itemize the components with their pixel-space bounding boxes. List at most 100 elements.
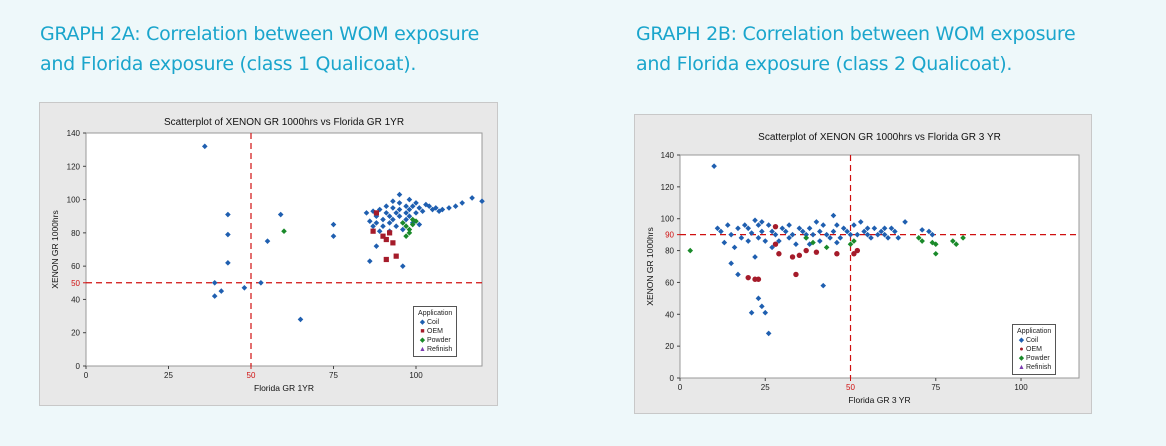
x-tick-label: 0 <box>678 383 683 392</box>
point-powder <box>851 238 857 244</box>
point-oem <box>772 241 779 247</box>
graph-2b-title-line1: GRAPH 2B: Correlation between WOM exposu… <box>636 23 1076 45</box>
point-coil <box>724 222 731 228</box>
legend-label-coil: Coil <box>427 319 440 326</box>
point-coil <box>861 228 867 235</box>
point-oem <box>851 251 857 257</box>
point-coil <box>820 282 827 289</box>
point-powder <box>803 235 809 241</box>
point-coil <box>817 228 823 235</box>
point-coil <box>817 238 823 244</box>
point-coil <box>225 231 231 238</box>
point-coil <box>895 235 902 241</box>
x-tick-label: 100 <box>409 371 423 380</box>
point-oem <box>755 276 762 282</box>
y-tick-label: 140 <box>661 151 675 160</box>
point-coil <box>844 228 850 235</box>
point-coil <box>436 208 442 215</box>
point-coil <box>419 208 426 215</box>
point-coil <box>396 200 403 206</box>
point-powder <box>400 220 406 226</box>
y-tick-label: 50 <box>71 279 80 288</box>
point-coil <box>769 244 775 251</box>
point-oem <box>393 253 399 259</box>
point-coil <box>786 235 792 241</box>
point-coil <box>813 219 820 225</box>
x-tick-label: 50 <box>247 371 256 380</box>
point-oem <box>383 256 389 263</box>
y-tick-label: 40 <box>71 295 80 304</box>
point-coil <box>738 235 745 241</box>
legend-item-refinish: ▲Refinish <box>1018 364 1052 371</box>
y-tick-label: 40 <box>665 310 674 319</box>
point-coil <box>834 239 840 246</box>
point-coil <box>762 238 769 244</box>
point-coil <box>413 210 419 216</box>
point-coil <box>864 231 871 238</box>
graph-2b-title-line2: and Florida exposure (class 2 Qualicoat)… <box>636 53 1013 75</box>
y-tick-label: 140 <box>67 129 81 138</box>
point-coil <box>479 198 485 205</box>
point-coil <box>786 222 792 228</box>
point-oem <box>813 249 820 255</box>
legend-title: Application <box>1017 328 1052 335</box>
point-coil <box>225 260 231 266</box>
point-oem <box>387 230 393 236</box>
point-coil <box>728 260 734 267</box>
y-tick-label: 60 <box>71 262 80 271</box>
point-coil <box>390 198 396 205</box>
point-coil <box>840 225 847 232</box>
point-coil <box>755 295 762 302</box>
point-coil <box>416 205 423 211</box>
point-coil <box>769 228 775 235</box>
point-coil <box>755 235 762 241</box>
point-coil <box>400 226 406 233</box>
y-axis-label: XENON GR 1000hrs <box>645 227 655 305</box>
y-tick-label: 100 <box>661 215 675 224</box>
point-coil <box>776 238 782 244</box>
y-tick-label: 20 <box>71 329 80 338</box>
point-coil <box>857 219 864 225</box>
point-coil <box>823 231 830 238</box>
point-coil <box>820 222 827 228</box>
point-oem <box>390 240 396 246</box>
y-tick-label: 90 <box>665 231 674 240</box>
x-tick-label: 100 <box>1014 383 1028 392</box>
point-coil <box>202 143 208 150</box>
point-coil <box>367 258 373 264</box>
point-powder <box>406 230 413 236</box>
point-coil <box>759 219 765 225</box>
point-coil <box>851 222 857 228</box>
y-axis-label: XENON GR 1000hrs <box>50 210 60 288</box>
point-coil <box>433 205 439 211</box>
point-coil <box>745 238 752 244</box>
scatterplot-frame-a: Scatterplot of XENON GR 1000hrs vs Flori… <box>39 102 498 406</box>
point-coil <box>376 228 383 234</box>
x-axis-label: Florida GR 3 YR <box>848 395 910 405</box>
x-tick-label: 50 <box>846 383 855 392</box>
y-tick-label: 0 <box>670 374 675 383</box>
point-powder <box>406 226 413 233</box>
graph-2a-title: GRAPH 2A: Correlation between WOM exposu… <box>40 19 580 79</box>
point-powder <box>953 241 960 247</box>
y-tick-label: 60 <box>665 278 674 287</box>
point-oem <box>803 247 809 254</box>
point-coil <box>806 241 813 247</box>
point-coil <box>373 220 380 226</box>
point-powder <box>960 235 966 241</box>
legend-item-coil: ◆ Coil <box>419 319 440 326</box>
point-coil <box>765 222 772 228</box>
legend-b: Application ◆ Coil ● OEM ◆ Powder ▲Refinish <box>1012 324 1057 375</box>
y-tick-label: 100 <box>67 196 81 205</box>
point-coil <box>400 263 406 269</box>
point-coil <box>827 235 833 241</box>
legend-label-powder: Powder <box>1026 355 1050 362</box>
point-coil <box>854 231 861 238</box>
x-tick-label: 75 <box>329 371 338 380</box>
point-powder <box>950 238 956 244</box>
scatterplot-frame-b: Scatterplot of XENON GR 1000hrs vs Flori… <box>634 114 1092 414</box>
point-coil <box>755 222 762 228</box>
point-coil <box>888 225 895 232</box>
point-coil <box>452 203 459 210</box>
point-coil <box>297 316 304 323</box>
